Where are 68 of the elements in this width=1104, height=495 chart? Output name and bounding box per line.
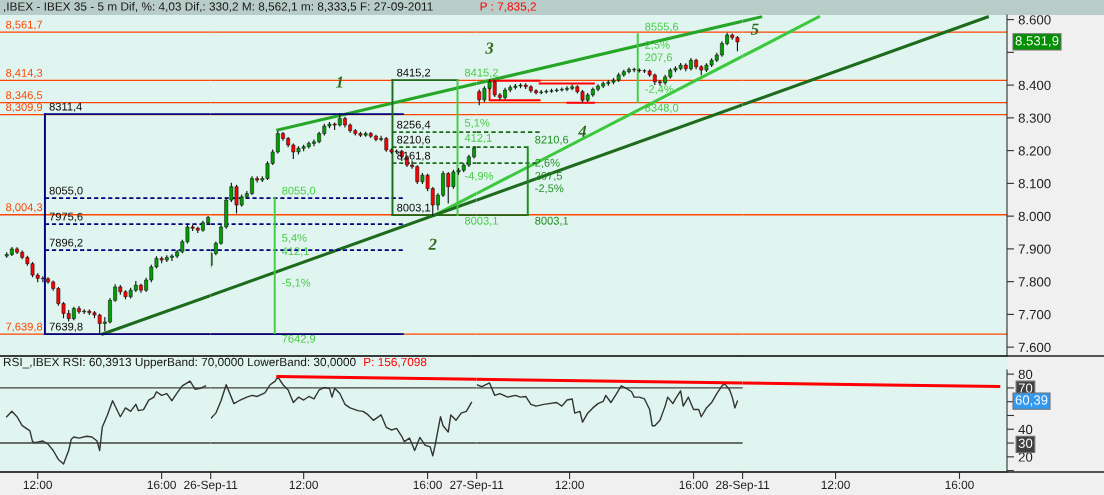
annotation: 2: [428, 238, 437, 250]
annotation: 8415,2: [397, 68, 431, 78]
ref-line-label: 8,561,7: [6, 20, 43, 30]
annotation: -2,4%: [645, 85, 674, 95]
ref-line-label: 8,346,5: [6, 91, 43, 101]
x-tick-label: 27-Sep-11: [450, 480, 504, 492]
y-tick-label: 20: [1018, 452, 1033, 462]
annotation: -4,9%: [464, 171, 494, 182]
y-tick-label: 8.200: [1018, 146, 1051, 156]
annotation: 207,6: [645, 53, 673, 63]
chart-subtitle: P: 156,7098: [364, 357, 427, 368]
ref-line-label: 8,414,3: [6, 68, 43, 79]
annotation: 8256,4: [397, 120, 431, 130]
x-tick-label: 16:00: [413, 480, 442, 489]
ref-line-label: 7,639,8: [6, 322, 43, 332]
y-tick-label: 7.600: [1018, 342, 1051, 353]
annotation: 7896,2: [49, 238, 83, 248]
annotation: 8415,2: [464, 68, 498, 78]
annotation: 8003,1: [535, 216, 569, 226]
ref-line-label: 8,004,3: [6, 203, 43, 213]
annotation: -2,5%: [535, 184, 564, 194]
annotation: 2,6%: [535, 158, 560, 168]
y-tick-label: 8.400: [1018, 80, 1051, 91]
chart-title: ,IBEX - IBEX 35 - 5 m Dif, %: 4,03 Dif,: 330,2 M: 8,562,1 m: 8,333,5 F: 27-09-2011: [4, 2, 433, 13]
x-tick-label: 12:00: [23, 480, 53, 489]
y-tick-label: 8.600: [1018, 15, 1051, 25]
y-tick-label: 7.700: [1018, 309, 1051, 320]
x-tick-label: 16:00: [679, 480, 708, 489]
annotation: -5,1%: [282, 278, 311, 288]
x-tick-label: 26-Sep-11: [184, 480, 238, 492]
annotation: 8210,6: [535, 135, 569, 145]
annotation: 8555,6: [645, 22, 679, 32]
y-tick-label: 8.000: [1018, 211, 1051, 222]
text: 8.531,9: [1015, 36, 1059, 47]
x-tick-label: 12:00: [289, 480, 318, 489]
text: 60,39: [1015, 395, 1048, 407]
annotation: 7642,9: [282, 334, 316, 344]
x-tick-label: 12:00: [555, 480, 584, 489]
annotation: 8055,0: [282, 186, 316, 196]
annotation: 5,4%: [282, 233, 307, 244]
y-tick-label: 8.300: [1018, 113, 1051, 123]
y-tick-label: 80: [1018, 369, 1033, 380]
y-tick-label: 8.100: [1018, 178, 1051, 189]
y-tick-label: 30: [1018, 438, 1033, 448]
annotation: 8311,4: [49, 102, 82, 112]
ref-line-label: 8,309,9: [6, 103, 43, 113]
annotation: 8055,0: [49, 186, 83, 196]
annotation: 7975,6: [49, 212, 83, 222]
x-tick-label: 16:00: [945, 480, 974, 489]
x-tick-label: 12:00: [821, 480, 850, 489]
annotation: 3: [485, 42, 494, 54]
chart-title: RSI_,IBEX RSI: 60,3913 UpperBand: 70,0000 LowerBand: 30,0000: [3, 357, 356, 369]
y-tick-label: 40: [1018, 424, 1033, 435]
annotation: 8003,1: [397, 203, 431, 213]
y-tick-label: 7.800: [1018, 277, 1051, 287]
annotation: 8210,6: [397, 135, 431, 145]
x-tick-label: 16:00: [147, 480, 176, 489]
y-tick-label: 70: [1018, 383, 1033, 393]
annotation: 8003,1: [464, 216, 498, 226]
chart-subtitle: P : 7,835,2: [480, 2, 536, 13]
y-tick-label: 7.900: [1018, 244, 1051, 254]
annotation: 5,1%: [464, 118, 490, 129]
annotation: 2,5%: [645, 40, 670, 51]
annotation: 4: [578, 125, 587, 137]
annotation: 8348,0: [645, 103, 679, 113]
annotation: 7639,8: [49, 322, 83, 332]
x-tick-label: 28-Sep-11: [716, 480, 770, 492]
annotation: 412,1: [464, 133, 492, 144]
